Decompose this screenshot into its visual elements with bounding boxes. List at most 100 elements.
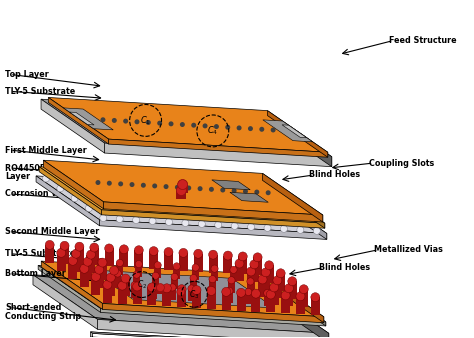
Circle shape	[153, 200, 160, 207]
Text: Blind Holes: Blind Holes	[319, 263, 370, 272]
Circle shape	[152, 184, 157, 188]
Circle shape	[68, 256, 77, 265]
Polygon shape	[90, 247, 99, 265]
Polygon shape	[36, 176, 327, 234]
Polygon shape	[60, 246, 69, 264]
Text: Top Layer: Top Layer	[5, 70, 49, 79]
Circle shape	[231, 222, 238, 230]
Text: Bottom Layer: Bottom Layer	[5, 269, 66, 278]
Polygon shape	[267, 111, 328, 157]
Polygon shape	[91, 277, 100, 295]
Circle shape	[146, 120, 151, 125]
Circle shape	[182, 219, 189, 226]
Circle shape	[118, 281, 127, 290]
Circle shape	[121, 274, 130, 283]
Circle shape	[198, 220, 205, 227]
Circle shape	[184, 211, 191, 218]
Circle shape	[123, 119, 128, 124]
Circle shape	[135, 261, 142, 268]
Text: Second Middle Layer: Second Middle Layer	[5, 227, 99, 236]
Circle shape	[209, 250, 218, 259]
Circle shape	[246, 267, 255, 276]
Circle shape	[265, 190, 271, 195]
Circle shape	[157, 121, 162, 126]
Text: Layer: Layer	[5, 172, 30, 182]
Polygon shape	[121, 279, 130, 296]
Circle shape	[311, 293, 320, 301]
Polygon shape	[133, 287, 142, 305]
Polygon shape	[288, 281, 297, 299]
Polygon shape	[281, 295, 290, 313]
Polygon shape	[263, 120, 313, 142]
Polygon shape	[261, 272, 270, 290]
Polygon shape	[106, 277, 115, 295]
Polygon shape	[230, 192, 268, 202]
Circle shape	[85, 204, 92, 212]
Circle shape	[164, 247, 173, 257]
Polygon shape	[177, 292, 185, 298]
Circle shape	[285, 208, 292, 215]
Circle shape	[151, 209, 158, 216]
Polygon shape	[226, 291, 233, 304]
Circle shape	[217, 213, 224, 219]
Polygon shape	[212, 180, 250, 190]
Circle shape	[299, 217, 306, 224]
Circle shape	[105, 244, 114, 253]
Circle shape	[258, 275, 267, 284]
Circle shape	[297, 226, 304, 233]
Polygon shape	[98, 263, 107, 281]
Circle shape	[165, 218, 173, 225]
Circle shape	[123, 189, 129, 196]
Polygon shape	[104, 202, 323, 222]
Polygon shape	[230, 270, 237, 282]
Polygon shape	[237, 293, 246, 311]
Circle shape	[139, 190, 146, 197]
Circle shape	[75, 242, 84, 251]
Circle shape	[238, 252, 247, 261]
Circle shape	[205, 194, 212, 201]
Polygon shape	[276, 273, 285, 291]
Polygon shape	[250, 264, 259, 282]
Circle shape	[192, 264, 199, 271]
Polygon shape	[134, 250, 143, 268]
Circle shape	[129, 182, 135, 187]
Circle shape	[215, 221, 222, 228]
Polygon shape	[36, 176, 100, 226]
Circle shape	[232, 188, 237, 193]
Circle shape	[240, 187, 246, 194]
Circle shape	[156, 284, 164, 292]
Circle shape	[133, 271, 140, 278]
Polygon shape	[194, 254, 203, 272]
Circle shape	[134, 246, 143, 255]
Text: TLY-5 Substrate: TLY-5 Substrate	[5, 87, 75, 96]
Polygon shape	[211, 269, 218, 281]
Polygon shape	[192, 290, 201, 308]
Circle shape	[176, 186, 186, 196]
Polygon shape	[39, 167, 325, 223]
Circle shape	[223, 251, 232, 260]
Circle shape	[255, 190, 259, 195]
Circle shape	[60, 241, 69, 250]
Polygon shape	[253, 257, 262, 275]
Circle shape	[270, 198, 277, 205]
Circle shape	[171, 273, 178, 281]
Polygon shape	[72, 254, 81, 272]
Circle shape	[211, 265, 218, 272]
Polygon shape	[80, 269, 89, 287]
Circle shape	[264, 224, 271, 232]
Circle shape	[256, 188, 263, 195]
Polygon shape	[263, 274, 324, 323]
Polygon shape	[177, 289, 186, 307]
Circle shape	[179, 248, 188, 257]
Circle shape	[154, 262, 161, 269]
Circle shape	[141, 183, 146, 188]
Circle shape	[57, 248, 66, 257]
Text: $C_2$: $C_2$	[137, 278, 147, 291]
Polygon shape	[86, 255, 95, 272]
Polygon shape	[103, 285, 112, 303]
Polygon shape	[223, 256, 232, 273]
Polygon shape	[39, 167, 101, 215]
Circle shape	[174, 183, 181, 190]
Circle shape	[100, 215, 107, 221]
Polygon shape	[171, 277, 178, 289]
